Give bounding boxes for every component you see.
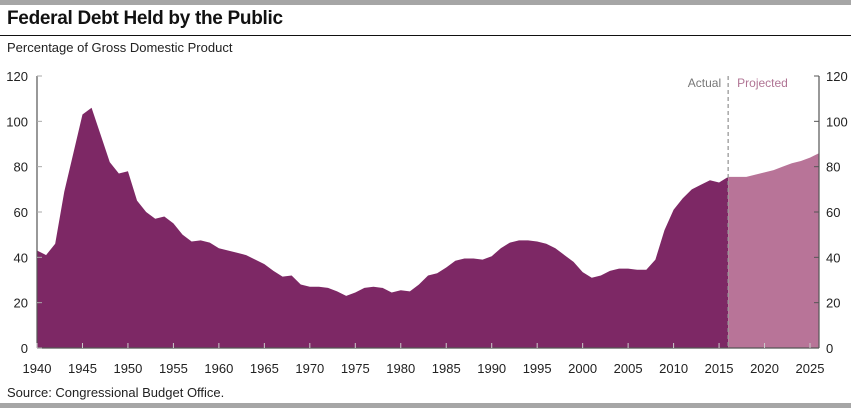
x-tick-label: 1995 (523, 361, 552, 376)
y-tick-label-right: 60 (826, 205, 840, 220)
bottom-rule (0, 403, 851, 408)
y-tick-label-left: 20 (14, 296, 28, 311)
title-rule (0, 35, 851, 36)
x-tick-label: 1990 (477, 361, 506, 376)
y-tick-label-left: 120 (6, 69, 28, 84)
x-tick-label: 2010 (659, 361, 688, 376)
chart-subtitle: Percentage of Gross Domestic Product (7, 40, 233, 55)
chart-title: Federal Debt Held by the Public (7, 8, 283, 29)
y-tick-label-left: 80 (14, 160, 28, 175)
x-tick-label: 2020 (750, 361, 779, 376)
x-tick-label: 1940 (23, 361, 52, 376)
y-tick-label-right: 120 (826, 69, 848, 84)
y-tick-label-right: 0 (826, 341, 833, 356)
x-tick-label: 1945 (68, 361, 97, 376)
projected-label: Projected (737, 76, 788, 90)
x-tick-label: 1965 (250, 361, 279, 376)
y-tick-label-right: 40 (826, 250, 840, 265)
y-tick-label-left: 40 (14, 250, 28, 265)
x-tick-label: 2000 (568, 361, 597, 376)
x-tick-label: 1950 (113, 361, 142, 376)
y-tick-label-left: 60 (14, 205, 28, 220)
top-rule (0, 0, 851, 5)
x-tick-label: 1985 (432, 361, 461, 376)
area-projected (728, 153, 820, 348)
x-tick-label: 1955 (159, 361, 188, 376)
y-tick-label-right: 20 (826, 296, 840, 311)
x-tick-label: 1960 (204, 361, 233, 376)
y-tick-label-right: 100 (826, 114, 848, 129)
x-tick-label: 1980 (386, 361, 415, 376)
source-note: Source: Congressional Budget Office. (7, 385, 225, 400)
y-tick-label-left: 100 (6, 114, 28, 129)
x-tick-label: 1970 (295, 361, 324, 376)
area-actual (37, 107, 729, 348)
actual-label: Actual (688, 76, 721, 90)
x-tick-label: 2015 (705, 361, 734, 376)
x-tick-label: 1975 (341, 361, 370, 376)
x-tick-label: 2005 (614, 361, 643, 376)
y-tick-label-right: 80 (826, 160, 840, 175)
x-tick-label: 2025 (796, 361, 825, 376)
y-tick-label-left: 0 (21, 341, 28, 356)
